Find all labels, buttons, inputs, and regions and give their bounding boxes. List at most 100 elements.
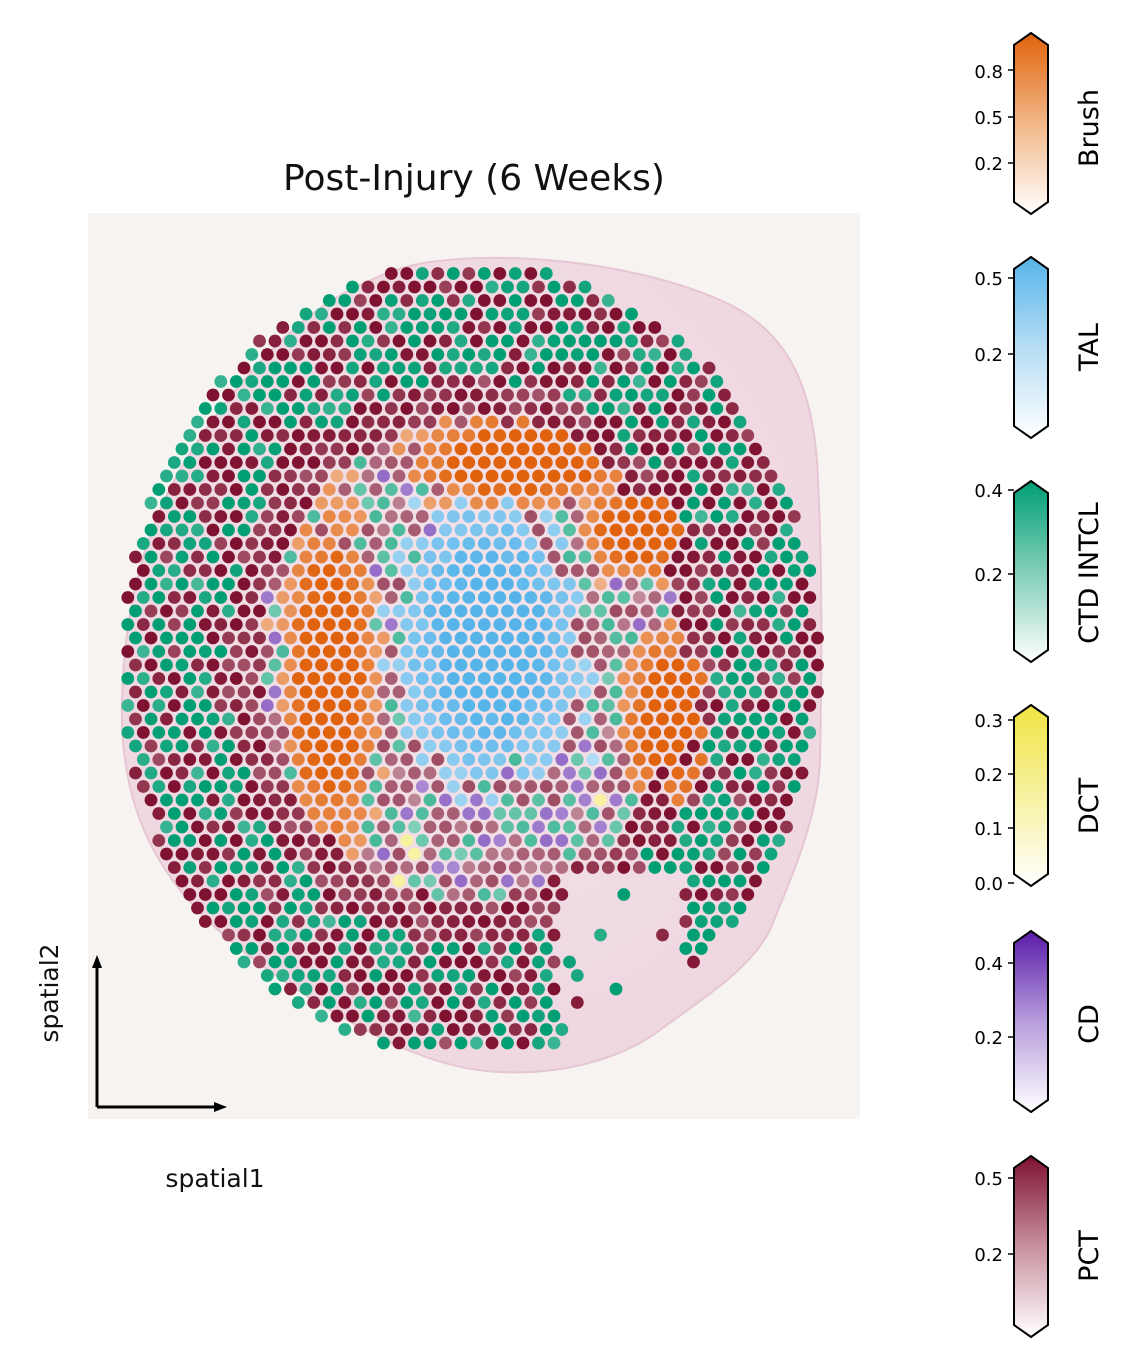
spot	[268, 631, 282, 645]
spot	[206, 415, 220, 429]
spot	[431, 969, 445, 982]
spot	[214, 375, 228, 388]
spot	[423, 793, 437, 807]
spot	[663, 564, 677, 577]
colorbar-label-ctd-intcl: CTD INTCL	[1074, 502, 1105, 644]
spot	[400, 510, 414, 523]
spot	[439, 469, 452, 483]
spot	[764, 766, 778, 780]
spot	[710, 402, 724, 415]
spot	[539, 996, 553, 1009]
spot	[625, 793, 638, 807]
spot	[431, 537, 445, 550]
spot	[648, 726, 662, 739]
spot	[284, 955, 297, 969]
spot	[284, 739, 297, 753]
spot	[392, 415, 406, 429]
spot	[446, 1023, 460, 1036]
spot	[369, 321, 383, 334]
spot	[547, 847, 561, 861]
spot	[322, 564, 336, 577]
spot	[268, 361, 282, 375]
spot	[206, 577, 220, 591]
spot	[307, 402, 321, 415]
spot	[656, 712, 669, 726]
spot	[749, 874, 762, 888]
spot	[679, 780, 693, 793]
spot	[547, 982, 561, 996]
spot	[609, 847, 623, 861]
spot	[741, 807, 755, 820]
spot	[431, 591, 445, 604]
spot	[183, 861, 197, 874]
spot	[253, 658, 266, 672]
spot	[586, 753, 600, 766]
spot	[671, 712, 685, 726]
spot	[563, 280, 576, 294]
spot	[175, 847, 189, 861]
spot	[144, 604, 158, 618]
spot	[485, 334, 499, 348]
spot	[687, 820, 700, 834]
spot	[702, 415, 716, 429]
spot	[532, 766, 545, 780]
spot	[508, 402, 522, 415]
spot	[191, 658, 204, 672]
spot	[392, 847, 406, 861]
spot	[516, 820, 530, 834]
spot	[625, 442, 638, 456]
spot	[663, 456, 677, 469]
spot	[764, 604, 778, 618]
spot	[718, 901, 731, 915]
spot	[508, 645, 522, 658]
spot	[524, 996, 538, 1009]
spot	[687, 523, 700, 537]
spot	[446, 699, 460, 712]
spot	[408, 820, 421, 834]
spot	[725, 483, 739, 496]
spot	[415, 672, 429, 685]
spot	[431, 483, 445, 496]
spot	[260, 429, 274, 442]
spot	[152, 753, 166, 766]
spot	[315, 334, 328, 348]
spot	[741, 861, 755, 874]
spot	[338, 294, 352, 307]
spot	[679, 645, 693, 658]
spot	[253, 685, 266, 699]
spot	[617, 861, 631, 874]
spot	[725, 726, 739, 739]
spot	[679, 807, 693, 820]
spot	[679, 456, 693, 469]
spot	[439, 604, 452, 618]
spot	[632, 483, 646, 496]
spot	[369, 834, 383, 847]
spot	[214, 888, 228, 901]
spot	[222, 901, 235, 915]
spot	[617, 645, 631, 658]
spot	[601, 375, 615, 388]
spot	[632, 402, 646, 415]
spot	[276, 942, 290, 955]
spot	[632, 618, 646, 631]
spot	[431, 753, 445, 766]
spot	[284, 685, 297, 699]
spot	[609, 334, 623, 348]
spot	[222, 523, 235, 537]
spot	[679, 888, 693, 901]
spot	[222, 739, 235, 753]
spot	[694, 618, 708, 631]
spot	[276, 591, 290, 604]
spot	[384, 510, 398, 523]
spot	[586, 591, 600, 604]
spot	[570, 321, 584, 334]
spot	[679, 348, 693, 361]
spot	[663, 726, 677, 739]
spot	[260, 510, 274, 523]
spot	[392, 604, 406, 618]
spot	[346, 415, 359, 429]
spot	[632, 429, 646, 442]
spot	[377, 307, 390, 321]
spot	[524, 348, 538, 361]
spot	[369, 645, 383, 658]
